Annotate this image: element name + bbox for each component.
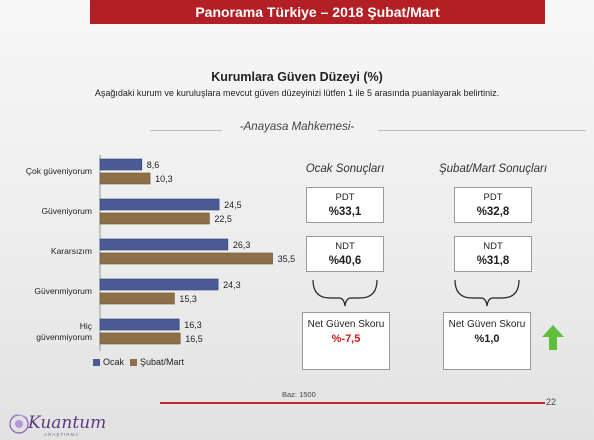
ocak-pdt-label: PDT bbox=[335, 192, 355, 203]
logo-text: Kuantum bbox=[28, 413, 107, 433]
subat-net-value: %1,0 bbox=[474, 333, 500, 345]
bar-subat-0 bbox=[99, 172, 151, 185]
ocak-pdt-value: %33,1 bbox=[328, 206, 362, 218]
section-divider-left bbox=[150, 130, 222, 131]
subat-pdt-label: PDT bbox=[483, 192, 503, 203]
bar-ocak-2 bbox=[99, 238, 229, 251]
up-arrow-icon bbox=[542, 325, 564, 350]
subat-net-box: Net Güven Skoru %1,0 bbox=[443, 312, 531, 370]
chart-title: Kurumlara Güven Düzeyi (%) bbox=[211, 70, 383, 84]
subat-net-label: Net Güven Skoru bbox=[448, 319, 526, 330]
ocak-net-value: %-7,5 bbox=[331, 333, 361, 345]
subat-ndt-box: NDT %31,8 bbox=[454, 236, 532, 272]
category-label-3: Güvenmiyorum bbox=[34, 286, 92, 296]
value-label-subat-3: 15,3 bbox=[179, 294, 197, 304]
category-label-2: Kararsızım bbox=[50, 246, 92, 256]
subat-bracket bbox=[454, 279, 520, 307]
ocak-pdt-box: PDT %33,1 bbox=[306, 187, 384, 223]
bar-subat-1 bbox=[99, 212, 210, 225]
subat-ndt-label: NDT bbox=[483, 241, 503, 252]
subat-pdt-value: %32,8 bbox=[476, 206, 510, 218]
category-label-0: Çok güveniyorum bbox=[25, 166, 92, 176]
value-label-subat-4: 16,5 bbox=[185, 334, 203, 344]
value-label-ocak-4: 16,3 bbox=[184, 320, 202, 330]
value-label-ocak-1: 24,5 bbox=[224, 200, 242, 210]
subat-ndt-value: %31,8 bbox=[476, 255, 510, 267]
header-title: Panorama Türkiye – 2018 Şubat/Mart bbox=[195, 4, 440, 20]
legend-swatch-ocak bbox=[93, 358, 100, 366]
logo-subtext: ARAŞTIRMA bbox=[44, 432, 80, 437]
value-label-ocak-3: 24,3 bbox=[223, 280, 241, 290]
legend-item-subat: Şubat/Mart bbox=[130, 357, 184, 367]
header-banner: Panorama Türkiye – 2018 Şubat/Mart bbox=[90, 0, 545, 24]
footer-line bbox=[160, 402, 545, 404]
bar-subat-2 bbox=[99, 252, 273, 265]
chart-subtitle: Aşağıdaki kurum ve kuruluşlara mevcut gü… bbox=[94, 88, 500, 98]
base-note: Baz: 1500 bbox=[282, 390, 316, 399]
section-divider-right bbox=[378, 130, 586, 131]
legend-swatch-subat bbox=[130, 358, 138, 366]
subat-pdt-box: PDT %32,8 bbox=[454, 187, 532, 223]
kuantum-logo-icon bbox=[9, 413, 29, 434]
bar-ocak-1 bbox=[99, 198, 220, 211]
ocak-net-box: Net Güven Skoru %-7,5 bbox=[302, 312, 390, 370]
section-label: -Anayasa Mahkemesi- bbox=[239, 121, 355, 133]
bar-ocak-3 bbox=[99, 278, 219, 291]
value-label-ocak-0: 8,6 bbox=[147, 160, 160, 170]
legend: Ocak Şubat/Mart bbox=[93, 357, 190, 367]
value-label-subat-1: 22,5 bbox=[214, 214, 232, 224]
ocak-net-label: Net Güven Skoru bbox=[307, 319, 385, 330]
page-number: 22 bbox=[546, 397, 557, 407]
legend-label-subat: Şubat/Mart bbox=[140, 357, 185, 367]
value-label-ocak-2: 26,3 bbox=[233, 240, 251, 250]
ocak-results-title: Ocak Sonuçları bbox=[305, 163, 385, 175]
subat-results-title: Şubat/Mart Sonuçları bbox=[438, 163, 548, 175]
ocak-ndt-label: NDT bbox=[335, 241, 355, 252]
category-label-4: Hiç güvenmiyorum bbox=[36, 320, 92, 342]
bar-subat-3 bbox=[99, 292, 175, 305]
value-label-subat-2: 35,5 bbox=[278, 254, 296, 264]
ocak-bracket bbox=[312, 279, 378, 307]
legend-item-ocak: Ocak bbox=[93, 357, 124, 367]
category-label-1: Güveniyorum bbox=[41, 206, 92, 216]
legend-label-ocak: Ocak bbox=[103, 357, 125, 367]
value-label-subat-0: 10,3 bbox=[155, 174, 173, 184]
ocak-ndt-box: NDT %40,6 bbox=[306, 236, 384, 272]
ocak-ndt-value: %40,6 bbox=[328, 255, 362, 267]
bar-ocak-0 bbox=[99, 158, 143, 171]
bar-subat-4 bbox=[99, 332, 181, 345]
bar-ocak-4 bbox=[99, 318, 180, 331]
